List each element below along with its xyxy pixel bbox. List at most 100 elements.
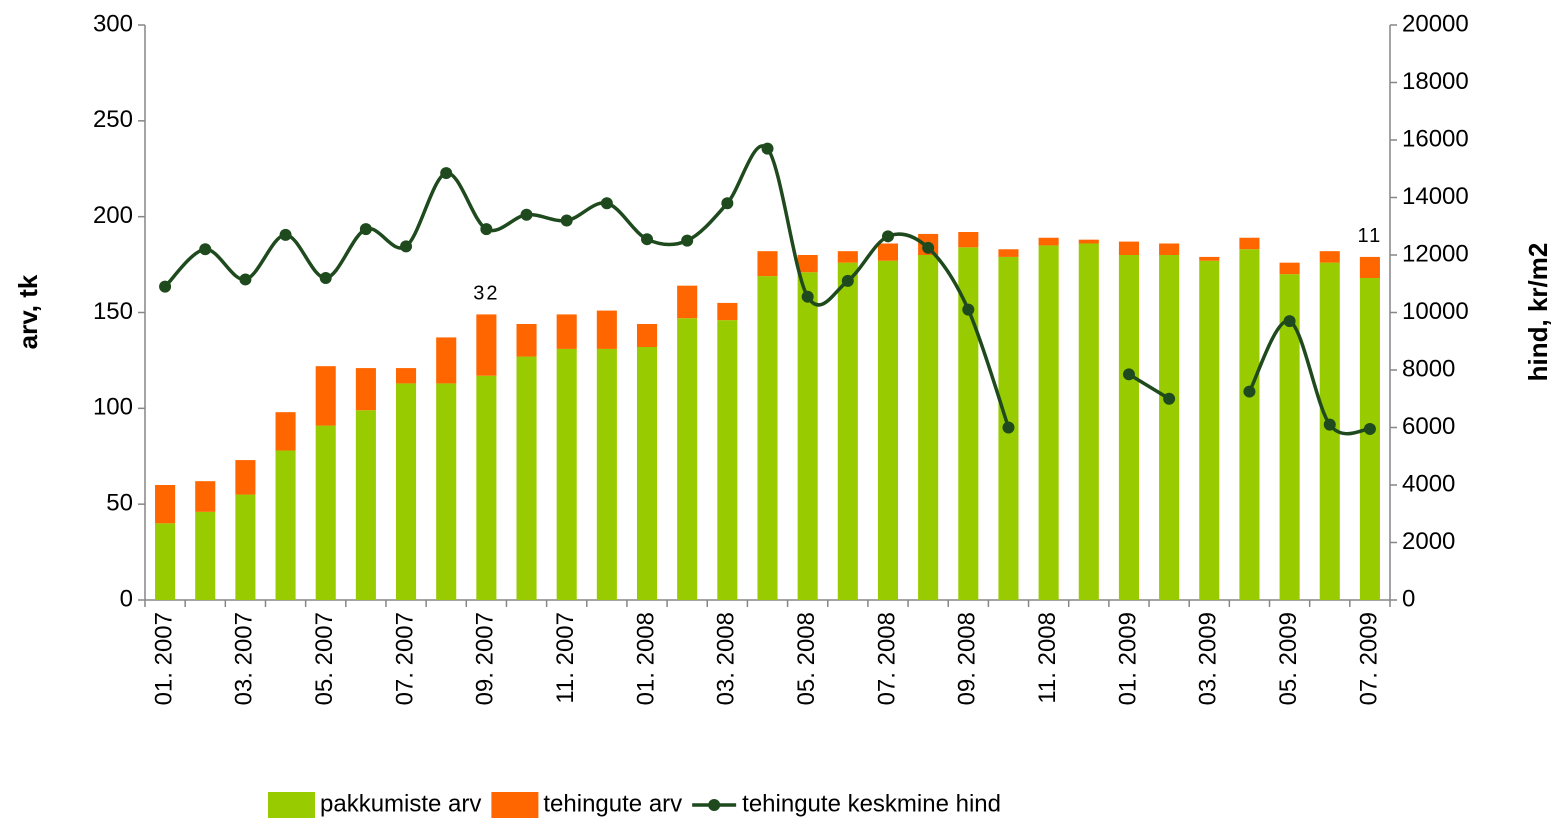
bar-segment: [275, 450, 296, 600]
y2-tick-label: 2000: [1402, 528, 1455, 555]
x-tick-label: 07. 2007: [391, 612, 418, 705]
bar-segment: [757, 251, 778, 277]
bar-segment: [235, 494, 256, 600]
y2-tick-label: 14000: [1402, 183, 1469, 210]
x-tick-label: 07. 2009: [1355, 612, 1382, 705]
bar-segment: [1159, 243, 1180, 255]
bar-segment: [556, 314, 577, 349]
line-series: [163, 144, 1011, 429]
y-tick-label: 300: [93, 10, 133, 37]
line-marker: [922, 241, 935, 254]
line-marker: [761, 142, 774, 155]
bar-segment: [315, 425, 336, 600]
bar-segment: [636, 324, 658, 347]
line-marker: [319, 272, 332, 284]
bar-segment: [998, 249, 1019, 257]
line-marker: [1363, 422, 1376, 435]
bar-segment: [1239, 249, 1260, 600]
bar-segment: [516, 356, 537, 600]
legend-swatch: [491, 792, 539, 818]
bar-segment: [1118, 241, 1139, 255]
x-tick-label: 05. 2007: [311, 612, 338, 705]
x-tick-label: 01. 2008: [632, 612, 659, 705]
y2-tick-label: 12000: [1402, 240, 1469, 267]
bar-segment: [155, 523, 176, 600]
bar-segment: [1199, 260, 1220, 600]
bar-segment: [1279, 262, 1300, 275]
line-marker: [279, 228, 292, 241]
line-marker: [359, 223, 372, 236]
line-marker: [1122, 368, 1135, 381]
bar-segment: [877, 243, 899, 261]
legend-label: pakkumiste arv: [320, 790, 481, 817]
bar-segment: [1359, 278, 1380, 600]
bar-segment: [596, 348, 617, 600]
x-tick-label: 09. 2007: [472, 612, 499, 705]
line-marker: [681, 234, 694, 247]
data-label: 32: [473, 283, 499, 305]
x-tick-label: 05. 2009: [1275, 612, 1302, 705]
bar-segment: [1319, 262, 1340, 600]
bar-segment: [1118, 255, 1139, 600]
legend-swatch: [268, 792, 315, 818]
bar-segment: [1078, 239, 1099, 244]
line-marker: [239, 273, 252, 286]
bar-segment: [355, 410, 376, 600]
bar-segment: [436, 337, 457, 384]
x-tick-label: 01. 2009: [1114, 612, 1141, 705]
bar-segment: [717, 320, 738, 600]
x-tick-label: 03. 2007: [231, 612, 258, 705]
y2-tick-label: 18000: [1402, 68, 1469, 95]
bar-segment: [315, 366, 336, 426]
bar-segment: [355, 368, 376, 411]
bar-segment: [1279, 274, 1300, 600]
x-tick-label: 03. 2009: [1195, 612, 1222, 705]
bar-segment: [235, 460, 256, 495]
bar-segment: [1199, 256, 1220, 261]
bar-segment: [195, 481, 216, 512]
x-tick-label: 11. 2007: [552, 612, 579, 704]
data-label: 11: [1358, 225, 1383, 247]
legend-label: tehingute arv: [543, 790, 682, 817]
line-marker: [1002, 421, 1015, 434]
line-marker: [881, 230, 894, 243]
bar-segment: [195, 511, 216, 600]
y-tick-label: 200: [93, 202, 133, 229]
bar-segment: [797, 255, 818, 273]
bar-segment: [797, 272, 818, 600]
line-marker: [480, 223, 493, 236]
y2-tick-label: 4000: [1402, 470, 1455, 497]
line-marker: [520, 208, 533, 221]
x-tick-label: 03. 2008: [713, 612, 740, 705]
bar-segment: [837, 251, 858, 263]
y-tick-label: 0: [120, 585, 133, 612]
bar-segment: [476, 314, 497, 376]
bar-segment: [396, 368, 417, 384]
x-tick-label: 01. 2007: [150, 612, 177, 705]
bar-segment: [1038, 245, 1059, 600]
line-marker: [199, 243, 212, 256]
x-tick-label: 11. 2008: [1034, 612, 1061, 704]
y2-tick-label: 10000: [1402, 298, 1469, 325]
line-marker: [1283, 315, 1296, 328]
bar-segment: [636, 347, 658, 600]
bar-segment: [1239, 237, 1260, 250]
line-marker: [721, 197, 734, 210]
line-marker: [801, 290, 814, 303]
bar-segment: [1319, 251, 1340, 263]
bar-segment: [757, 276, 778, 600]
line-marker: [440, 167, 453, 180]
legend-swatch: [708, 799, 721, 811]
y-tick-label: 50: [106, 490, 133, 517]
bar-segment: [1078, 243, 1099, 600]
line-marker: [1323, 418, 1336, 431]
bar-segment: [958, 232, 979, 248]
y-axis-title: arv, tk: [13, 274, 43, 349]
line-marker: [1243, 385, 1256, 398]
bar-segment: [155, 485, 176, 524]
y2-tick-label: 20000: [1402, 10, 1469, 37]
line-marker: [600, 197, 613, 210]
bar-segment: [275, 412, 296, 451]
y-tick-label: 100: [93, 394, 133, 421]
